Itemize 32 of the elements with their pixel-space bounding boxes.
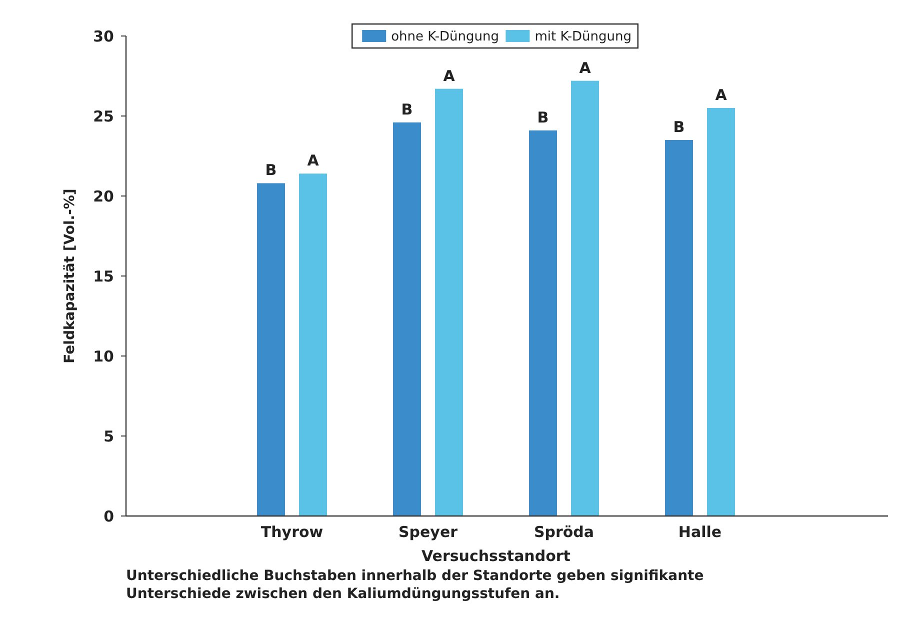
y-tick-label: 20 <box>93 187 114 206</box>
bar <box>665 140 693 516</box>
bar <box>529 130 557 516</box>
data-label: A <box>579 58 592 77</box>
data-label: B <box>265 161 277 180</box>
y-tick-label: 0 <box>104 507 114 526</box>
y-tick-label: 30 <box>93 27 114 46</box>
bar <box>435 88 463 516</box>
y-tick-label: 25 <box>93 107 114 126</box>
bar <box>393 122 421 516</box>
x-tick-label: Thyrow <box>260 523 324 541</box>
x-tick-label: Speyer <box>398 523 458 541</box>
legend-label: ohne K-Düngung <box>391 30 499 45</box>
bar <box>571 80 599 516</box>
data-label: B <box>673 118 685 136</box>
legend-label: mit K-Düngung <box>534 30 632 45</box>
data-label: B <box>401 100 413 118</box>
data-label: B <box>537 108 549 126</box>
y-axis-title: Feldkapazität [Vol.-%] <box>62 188 78 364</box>
bar <box>707 108 735 516</box>
x-axis-title: Versuchsstandort <box>422 547 570 565</box>
x-tick-label: Spröda <box>534 523 594 541</box>
y-tick-label: 5 <box>104 427 114 446</box>
y-tick-label: 15 <box>93 267 114 286</box>
data-label: A <box>307 152 320 170</box>
x-tick-label: Halle <box>678 523 722 541</box>
bar <box>257 183 285 516</box>
bar <box>299 174 327 516</box>
text: Unterschiedliche Buchstaben innerhalb der Standorte geben signifikante Unterschiede zwischen den Kaliumdüngungsstufen an. <box>126 568 704 602</box>
y-tick-label: 10 <box>93 347 114 366</box>
data-label: A <box>443 66 456 85</box>
data-label: A <box>715 86 728 104</box>
